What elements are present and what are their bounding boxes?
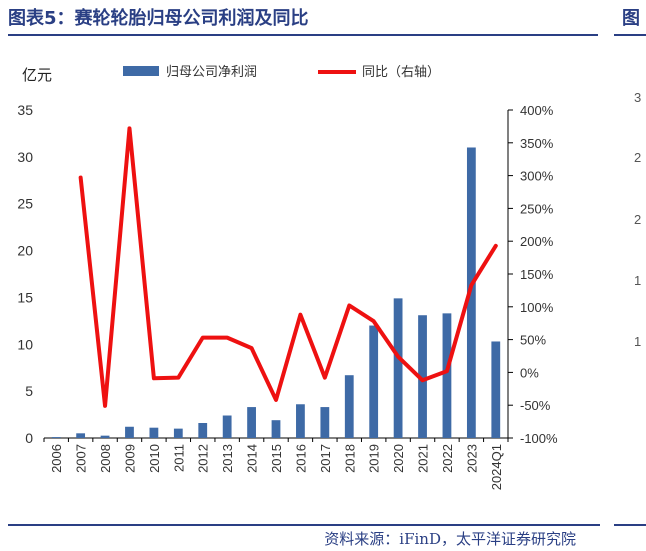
yoy-growth-point [202,337,204,339]
legend-bar-label: 归母公司净利润 [166,64,257,79]
yoy-growth-point [446,370,448,372]
right-y-tick-label: 100% [520,300,554,315]
profit-bar [320,407,330,438]
legend-line-label: 同比（右轴） [362,64,440,79]
neighbor-tick: 2 [634,212,642,227]
profit-bar [271,420,281,438]
right-y-tick-label: 0% [520,365,539,380]
x-tick-label: 2010 [147,444,162,473]
profit-bar [344,375,354,438]
yoy-growth-point [80,177,82,179]
chart-title: 图表5：赛轮轮胎归母公司利润及同比 [8,8,309,29]
profit-bar [442,313,452,438]
neighbor-tick: 2 [634,150,642,165]
left-y-tick-label: 30 [17,149,33,165]
right-y-tick-label: 350% [520,136,554,151]
profit-bar [296,404,305,438]
yoy-growth-point [104,405,106,407]
x-tick-label: 2024Q1 [489,444,504,490]
yoy-growth-point [251,347,253,349]
yoy-growth-point [128,127,130,129]
yoy-growth-point [495,245,497,247]
right-y-tick-label: 200% [520,234,554,249]
profit-bar [51,437,61,438]
profit-bar [369,325,379,438]
neighbor-chart-title-fragment: 图 [622,8,640,29]
x-tick-label: 2011 [171,444,186,472]
x-tick-label: 2018 [342,444,357,473]
yoy-growth-point [177,377,179,379]
footer-rule [8,524,600,526]
yoy-growth-point [299,314,301,316]
right-y-tick-label: -50% [520,398,551,413]
x-tick-label: 2012 [196,444,211,473]
yoy-growth-point [470,284,472,286]
neighbor-tick: 3 [634,90,642,105]
profit-bar [149,427,159,438]
right-y-tick-label: 150% [520,267,554,282]
yoy-growth-point [422,379,424,381]
profit-bar [418,315,427,438]
yoy-growth-point [153,377,155,379]
x-tick-label: 2006 [49,444,64,473]
title-underline [8,34,598,36]
x-tick-label: 2014 [245,444,260,473]
yoy-growth-point [226,337,228,339]
x-tick-label: 2008 [98,444,113,473]
neighbor-tick: 1 [634,334,642,349]
profit-bar [100,435,110,438]
right-y-tick-label: 400% [520,103,554,118]
profit-bar [198,423,208,438]
profit-bar [125,426,134,438]
x-tick-label: 2021 [416,444,431,473]
left-y-tick-label: 10 [17,336,33,352]
x-tick-label: 2009 [122,444,137,473]
neighbor-tick: 1 [634,273,642,288]
yoy-growth-point [275,399,277,401]
yoy-growth-point [397,356,399,358]
left-y-tick-label: 20 [17,243,33,259]
yoy-growth-point [348,304,350,306]
source-note: 资料来源：iFinD，太平洋证券研究院 [324,530,576,548]
right-y-tick-label: 300% [520,169,554,184]
profit-bar [393,298,403,438]
x-tick-label: 2020 [391,444,406,473]
neighbor-footer-rule [614,524,646,526]
x-tick-label: 2013 [220,444,235,473]
left-y-tick-label: 5 [25,383,33,399]
left-y-tick-label: 35 [17,102,33,118]
right-y-tick-label: 50% [520,333,546,348]
neighbor-title-underline [614,34,646,36]
profit-bar [222,415,232,438]
profit-bar [247,407,256,438]
legend-bar-swatch [123,66,159,76]
x-tick-label: 2016 [293,444,308,473]
yoy-growth-point [373,320,375,322]
yoy-growth-point [324,377,326,379]
x-tick-label: 2022 [440,444,455,473]
x-tick-label: 2017 [318,444,333,473]
y-unit-label: 亿元 [22,67,52,84]
profit-bar [76,433,86,438]
x-tick-label: 2007 [74,444,89,473]
right-y-tick-label: 250% [520,201,554,216]
left-y-tick-label: 15 [17,289,33,305]
x-tick-label: 2023 [464,444,479,473]
profit-bar [466,147,476,438]
right-y-tick-label: -100% [520,431,558,446]
x-tick-label: 2015 [269,444,284,473]
left-y-tick-label: 0 [25,430,33,446]
profit-bar [491,341,501,438]
x-tick-label: 2019 [367,444,382,473]
left-y-tick-label: 25 [17,196,33,212]
profit-bar [173,428,183,438]
yoy-growth-line [78,126,498,408]
